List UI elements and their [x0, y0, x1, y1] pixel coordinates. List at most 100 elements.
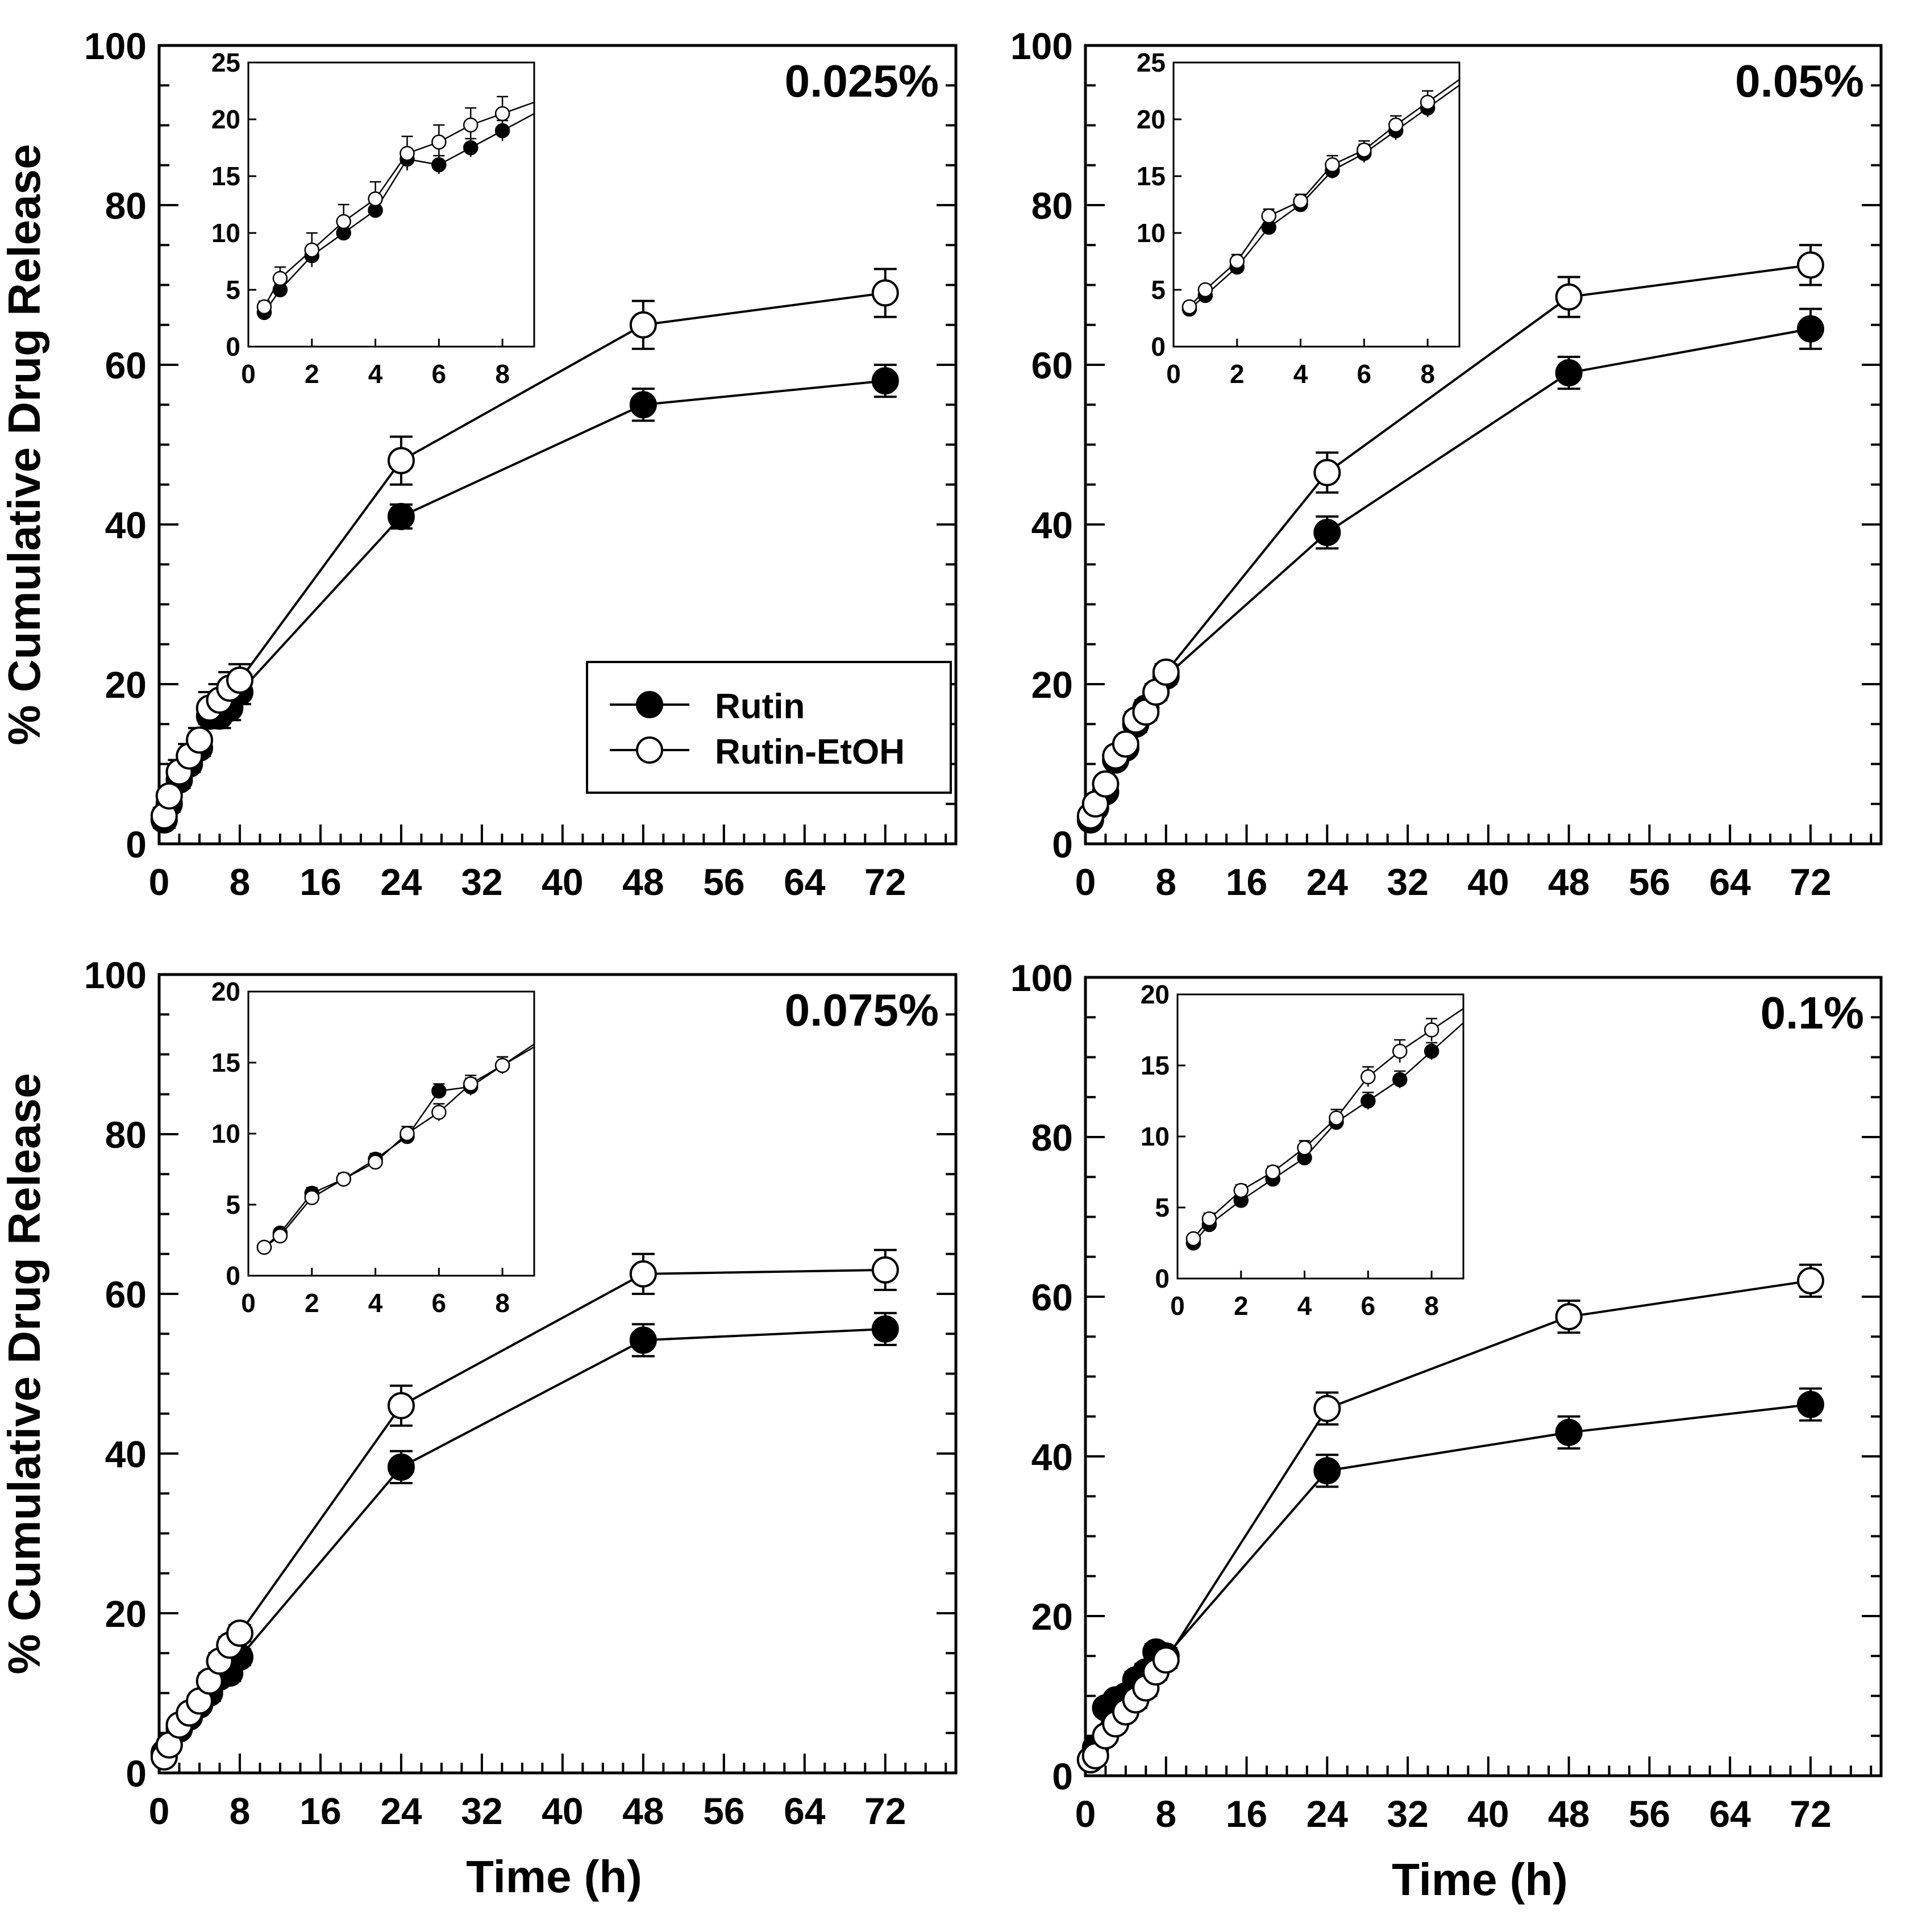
series-rutin-etoh	[1076, 1263, 1824, 1773]
inset-data-point	[494, 106, 510, 122]
inset-y-tick-label: 15	[211, 161, 240, 191]
inset-data-point	[1229, 253, 1245, 269]
data-point	[1092, 770, 1120, 798]
legend-box	[586, 661, 952, 794]
inset-data-point	[431, 157, 447, 173]
data-point	[155, 782, 183, 810]
y-tick-label: 60	[105, 344, 147, 386]
inset-x-tick-label: 6	[432, 359, 447, 389]
inset-y-tick-label: 5	[1155, 1193, 1170, 1222]
data-point	[629, 391, 657, 419]
inset-data-point	[1388, 117, 1404, 133]
series-rutin	[1076, 307, 1824, 834]
y-tick-label: 0	[1052, 1755, 1073, 1797]
series-rutin-etoh	[150, 1248, 899, 1771]
x-tick-label: 72	[1790, 861, 1831, 903]
inset-x-tick-label: 2	[305, 359, 319, 389]
x-tick-label: 40	[1467, 1793, 1509, 1835]
inset-x-tick-label: 2	[305, 1288, 319, 1318]
x-tick-label: 40	[542, 1790, 583, 1832]
inset-x-tick-label: 0	[241, 1288, 256, 1318]
inset-x-tick-label: 0	[1170, 1291, 1185, 1321]
inset-data-point	[463, 117, 479, 133]
inset-y-tick-label: 10	[1137, 218, 1166, 248]
inset-series-line	[263, 101, 535, 307]
inset-data-point	[431, 134, 447, 150]
inset-data-point	[336, 214, 351, 230]
inset-chart: 0 5 10 15 20 0 2 4 6 8	[211, 977, 535, 1318]
data-point	[387, 447, 415, 474]
x-tick-label: 56	[703, 861, 744, 903]
inset-x-tick-label: 2	[1230, 359, 1245, 389]
inset-x-tick-label: 4	[1297, 1291, 1312, 1321]
data-point	[1555, 283, 1583, 311]
series-line	[163, 1268, 885, 1758]
series-line	[1089, 327, 1811, 821]
y-tick-label: 60	[105, 1273, 147, 1315]
series-rutin	[1076, 1387, 1824, 1773]
inset-y-tick-label: 0	[226, 332, 240, 361]
data-point	[1555, 359, 1583, 387]
inset-y-tick-label: 20	[211, 977, 240, 1006]
data-point	[1796, 1267, 1824, 1294]
data-point	[1796, 1390, 1824, 1418]
data-point	[387, 1453, 415, 1481]
x-tick-label: 40	[1467, 861, 1509, 903]
data-point	[226, 666, 253, 694]
x-tick-label: 56	[703, 1790, 744, 1832]
inset-x-tick-label: 8	[495, 359, 510, 389]
inset-x-tick-label: 6	[432, 1288, 447, 1318]
inset-y-tick-label: 10	[211, 218, 240, 248]
x-tick-label: 56	[1629, 1793, 1670, 1835]
inset-data-point	[368, 1154, 383, 1170]
y-tick-label: 20	[1031, 1596, 1073, 1638]
inset-data-point	[1325, 157, 1340, 173]
y-tick-label: 40	[1031, 504, 1073, 546]
data-point	[629, 311, 657, 339]
inset-y-tick-label: 5	[1151, 275, 1166, 305]
series-rutin-etoh	[150, 268, 899, 830]
x-tick-label: 24	[1307, 1793, 1349, 1835]
inset-x-tick-label: 8	[1420, 359, 1435, 389]
inset-series-line	[1192, 1007, 1464, 1239]
inset-x-tick-label: 2	[1234, 1291, 1249, 1321]
inset-y-tick-label: 20	[1141, 980, 1170, 1009]
x-tick-label: 0	[1075, 861, 1096, 903]
inset-y-tick-label: 20	[211, 105, 240, 134]
data-point	[871, 1315, 899, 1343]
data-point	[629, 1326, 657, 1354]
inset-x-tick-label: 6	[1357, 359, 1372, 389]
inset-data-point	[336, 1171, 351, 1187]
legend-label-rutin: Rutin	[715, 687, 805, 726]
y-tick-label: 100	[1010, 957, 1073, 999]
inset-x-tick-label: 4	[368, 359, 383, 389]
y-tick-label: 80	[1031, 185, 1073, 227]
y-tick-label: 80	[1031, 1117, 1073, 1159]
x-tick-label: 24	[1307, 861, 1349, 903]
y-tick-label: 0	[126, 823, 147, 865]
x-tick-label: 64	[1709, 861, 1751, 903]
inset-x-tick-label: 0	[241, 359, 256, 389]
inset-data-point	[304, 242, 320, 258]
inset-data-point	[1181, 299, 1197, 315]
data-point	[1152, 1646, 1180, 1674]
data-point	[871, 367, 899, 395]
inset-series-line	[1189, 84, 1460, 310]
data-point	[1112, 730, 1139, 758]
inset-y-tick-label: 15	[1137, 161, 1166, 191]
inset-data-point	[431, 1105, 447, 1120]
x-tick-label: 72	[864, 861, 906, 903]
x-tick-label: 40	[542, 861, 583, 903]
legend-marker	[636, 691, 663, 718]
y-axis-label: % Cumulative Drug Release	[0, 1073, 49, 1674]
inset-y-tick-label: 0	[1151, 332, 1166, 361]
inset-x-tick-label: 4	[368, 1288, 383, 1318]
data-point	[387, 1392, 415, 1419]
inset-chart: 0 5 10 15 20 25 0 2 4 6 8	[1137, 48, 1461, 389]
x-tick-label: 16	[1226, 1793, 1267, 1835]
y-tick-label: 20	[105, 1593, 147, 1635]
inset-data-point	[400, 145, 415, 161]
